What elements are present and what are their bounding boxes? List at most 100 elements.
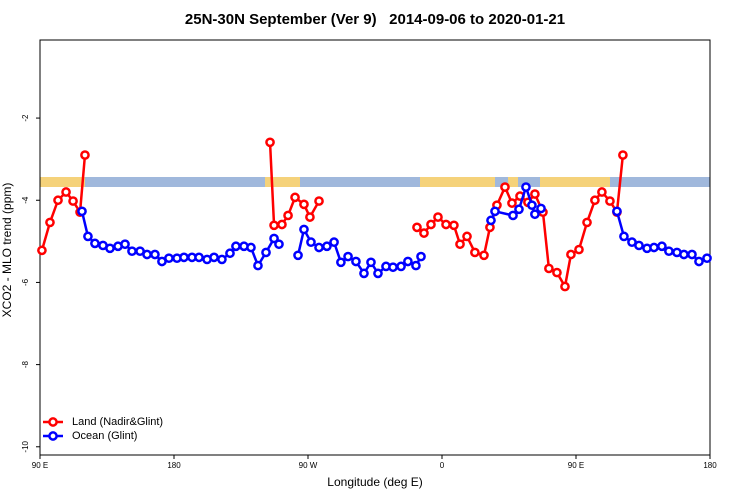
x-tick-label: 90 W xyxy=(299,461,318,470)
point xyxy=(336,257,346,268)
point xyxy=(403,256,413,267)
legend-label: Ocean (Glint) xyxy=(72,430,137,442)
y-tick-label: -2 xyxy=(21,114,30,122)
point xyxy=(120,239,130,250)
point xyxy=(179,252,189,263)
point xyxy=(536,203,546,214)
point xyxy=(293,250,303,261)
point xyxy=(426,219,436,230)
point xyxy=(566,249,576,260)
legend-marker xyxy=(48,431,58,441)
point xyxy=(612,206,622,217)
y-tick-label: -6 xyxy=(21,278,30,286)
point xyxy=(305,212,315,222)
point xyxy=(649,242,659,253)
point xyxy=(90,238,100,249)
point xyxy=(217,254,227,265)
point xyxy=(679,249,689,260)
x-tick-label: 180 xyxy=(703,461,717,470)
point xyxy=(544,263,554,274)
point xyxy=(261,247,271,258)
point xyxy=(530,189,540,199)
point xyxy=(359,268,369,279)
point xyxy=(366,257,376,268)
point xyxy=(597,187,607,197)
point xyxy=(388,262,398,273)
point xyxy=(37,245,47,256)
point xyxy=(351,256,361,267)
point xyxy=(694,256,704,267)
point xyxy=(45,217,55,228)
point xyxy=(396,261,406,272)
point xyxy=(274,239,284,250)
point xyxy=(530,209,540,220)
point xyxy=(500,182,510,192)
point xyxy=(299,199,309,210)
point xyxy=(127,246,137,257)
y-tick-label: -4 xyxy=(21,196,30,204)
point xyxy=(514,204,524,215)
point xyxy=(560,281,570,292)
point xyxy=(462,231,472,242)
point xyxy=(105,243,115,254)
point xyxy=(68,196,78,206)
point xyxy=(277,219,287,230)
x-tick-label: 90 E xyxy=(568,461,584,470)
point xyxy=(508,210,518,221)
point xyxy=(470,247,480,258)
point xyxy=(574,244,584,255)
point xyxy=(290,192,300,203)
point xyxy=(634,240,644,251)
point xyxy=(433,212,443,222)
point xyxy=(582,217,592,228)
point xyxy=(80,150,90,160)
point xyxy=(329,237,339,248)
x-tick-label: 180 xyxy=(167,461,181,470)
point xyxy=(552,267,562,278)
point xyxy=(164,253,174,264)
point xyxy=(486,215,496,226)
point xyxy=(373,268,383,279)
point xyxy=(657,241,667,252)
legend-label: Land (Nadir&Glint) xyxy=(72,416,163,428)
point xyxy=(702,253,712,264)
point xyxy=(314,242,324,253)
point xyxy=(521,182,531,192)
y-tick-label: -10 xyxy=(21,440,30,452)
point xyxy=(605,196,615,206)
point xyxy=(265,137,275,148)
point xyxy=(246,242,256,253)
point xyxy=(194,252,204,263)
point xyxy=(527,200,537,211)
point xyxy=(419,228,429,238)
y-axis-label: XCO2 - MLO trend (ppm) xyxy=(0,183,14,318)
point xyxy=(441,219,451,230)
point xyxy=(142,249,152,260)
point xyxy=(306,237,316,248)
point xyxy=(412,222,422,233)
land-ocean-strip xyxy=(40,177,710,187)
point xyxy=(231,241,241,252)
point xyxy=(53,195,63,206)
point xyxy=(619,231,629,242)
point xyxy=(253,260,263,271)
point xyxy=(299,224,309,235)
point xyxy=(590,195,600,206)
chart-title: 25N-30N September (Ver 9) 2014-09-06 to … xyxy=(185,11,565,28)
point xyxy=(225,248,235,259)
point xyxy=(449,220,459,231)
y-tick-label: -8 xyxy=(21,361,30,369)
point xyxy=(83,231,93,242)
point xyxy=(314,196,324,206)
point xyxy=(416,251,426,262)
point xyxy=(687,249,697,260)
point xyxy=(283,210,293,221)
legend-marker xyxy=(48,417,58,427)
point xyxy=(150,249,160,260)
point xyxy=(490,206,500,217)
point xyxy=(479,250,489,261)
x-tick-label: 90 E xyxy=(32,461,48,470)
point xyxy=(411,260,421,271)
point xyxy=(322,241,332,252)
